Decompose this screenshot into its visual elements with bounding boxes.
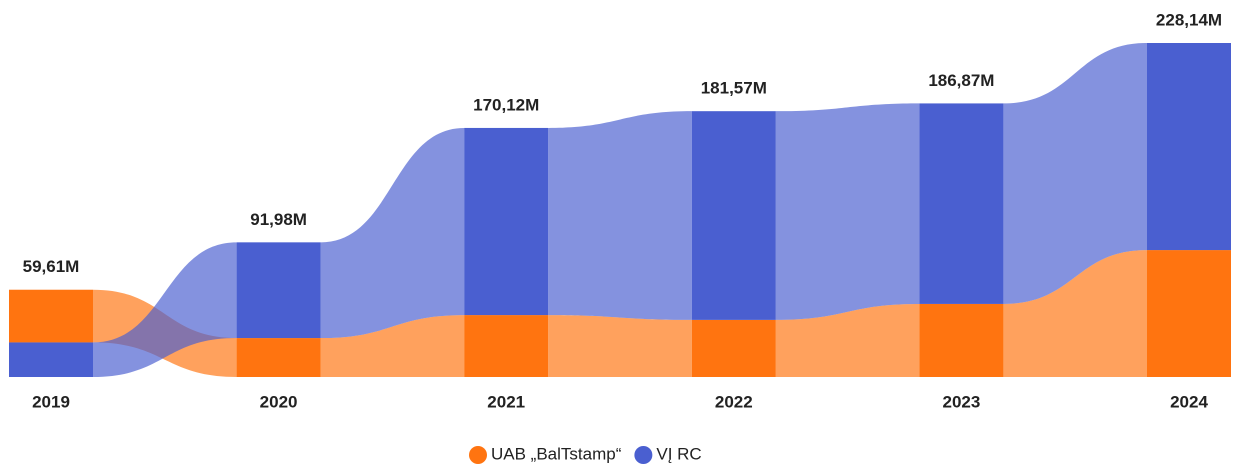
labels: 2019 59,61M 2020 91,98M 2021 170,12M 2022 181,5… bbox=[23, 10, 1222, 411]
bar-segment bbox=[464, 315, 549, 377]
total-label: 228,14M bbox=[1156, 10, 1222, 29]
legend-label: VĮ RC bbox=[656, 444, 701, 463]
ribbon bbox=[775, 103, 920, 320]
bar-segment bbox=[464, 127, 549, 316]
bars bbox=[9, 43, 1231, 377]
bar-segment bbox=[236, 242, 321, 339]
bar-segment bbox=[919, 103, 1004, 304]
legend-label: UAB „BalTstamp“ bbox=[491, 444, 622, 463]
bar-segment bbox=[1147, 43, 1231, 251]
ribbon bbox=[1003, 250, 1147, 377]
ribbon bbox=[548, 111, 692, 320]
legend: UAB „BalTstamp“ VĮ RC bbox=[469, 444, 702, 464]
total-label: 181,57M bbox=[701, 79, 767, 98]
bar-segment bbox=[919, 303, 1004, 377]
bar-segment bbox=[691, 319, 776, 377]
total-label: 186,87M bbox=[928, 71, 994, 90]
year-label: 2023 bbox=[942, 392, 980, 411]
total-label: 91,98M bbox=[250, 210, 307, 229]
bar-segment bbox=[236, 338, 321, 377]
bar-segment bbox=[691, 111, 776, 320]
bar-segment bbox=[1147, 250, 1231, 377]
year-label: 2019 bbox=[32, 392, 70, 411]
ribbons bbox=[93, 43, 1147, 377]
ribbon bbox=[320, 315, 465, 377]
legend-swatch bbox=[634, 446, 653, 464]
legend-swatch bbox=[469, 446, 487, 464]
total-label: 59,61M bbox=[23, 257, 80, 276]
year-label: 2020 bbox=[260, 392, 298, 411]
ribbon bbox=[1003, 43, 1147, 304]
year-label: 2022 bbox=[715, 392, 753, 411]
ribbon bbox=[320, 127, 465, 339]
ribbon bbox=[548, 315, 692, 377]
year-label: 2021 bbox=[487, 392, 525, 411]
bar-segment bbox=[9, 342, 93, 377]
ribbon bbox=[775, 303, 920, 377]
total-label: 170,12M bbox=[473, 95, 539, 114]
bar-segment bbox=[9, 289, 93, 343]
year-label: 2024 bbox=[1170, 392, 1208, 411]
ribbon bbox=[93, 242, 237, 377]
